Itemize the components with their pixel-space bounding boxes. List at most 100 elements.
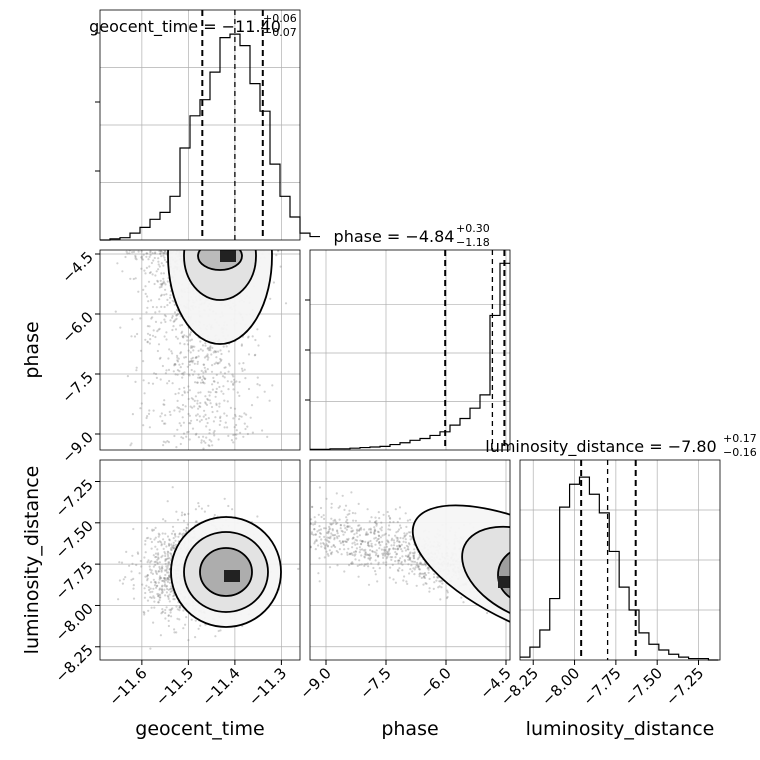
- scatter-point: [241, 369, 244, 372]
- scatter-point: [147, 258, 150, 261]
- scatter-point: [387, 548, 391, 551]
- scatter-point: [439, 580, 442, 583]
- scatter-point: [310, 532, 313, 536]
- scatter-point: [416, 561, 419, 565]
- scatter-point: [189, 405, 192, 408]
- scatter-point: [156, 548, 159, 551]
- scatter-point: [354, 550, 357, 553]
- panel-2d-phase-luminosity-distance: [307, 459, 511, 661]
- scatter-point: [404, 512, 407, 515]
- scatter-point: [157, 260, 160, 263]
- scatter-point: [182, 437, 185, 440]
- scatter-point: [128, 564, 131, 567]
- scatter-point: [158, 578, 161, 581]
- scatter-point: [397, 559, 401, 562]
- scatter-point: [345, 528, 348, 531]
- scatter-point: [232, 417, 235, 420]
- scatter-point: [397, 562, 400, 565]
- scatter-point: [346, 551, 349, 554]
- scatter-point: [169, 548, 173, 551]
- scatter-point: [169, 590, 172, 594]
- scatter-point: [213, 434, 216, 437]
- scatter-point: [157, 593, 160, 596]
- scatter-point: [173, 319, 176, 323]
- scatter-point: [245, 413, 248, 416]
- scatter-point: [231, 373, 234, 376]
- scatter-point: [166, 440, 169, 443]
- scatter-point: [317, 572, 320, 575]
- scatter-point: [312, 523, 315, 526]
- scatter-point: [400, 562, 403, 565]
- scatter-point: [375, 549, 378, 552]
- scatter-point: [197, 355, 200, 358]
- scatter-point: [154, 563, 157, 567]
- scatter-point: [179, 442, 182, 446]
- scatter-point: [375, 524, 378, 527]
- scatter-point: [168, 538, 171, 541]
- scatter-point: [135, 366, 138, 369]
- scatter-point: [311, 505, 314, 508]
- title-sub: −0.07: [263, 26, 297, 39]
- density-contours: [170, 516, 282, 628]
- scatter-point: [164, 554, 167, 558]
- scatter-point: [171, 243, 173, 245]
- scatter-point: [234, 415, 237, 418]
- scatter-point: [140, 267, 143, 270]
- scatter-point: [402, 540, 405, 543]
- scatter-point: [181, 335, 184, 338]
- scatter-point: [160, 588, 163, 591]
- scatter-point: [216, 362, 220, 365]
- scatter-point: [343, 548, 346, 551]
- scatter-point: [361, 548, 364, 551]
- scatter-point: [318, 525, 321, 528]
- scatter-point: [279, 265, 282, 268]
- scatter-point: [350, 530, 353, 533]
- scatter-point: [323, 527, 326, 530]
- scatter-point: [163, 578, 166, 581]
- scatter-point: [344, 504, 348, 507]
- scatter-point: [403, 532, 406, 535]
- scatter-point: [158, 265, 161, 268]
- scatter-point: [154, 560, 157, 563]
- scatter-point: [416, 564, 419, 567]
- scatter-point: [412, 560, 415, 563]
- scatter-point: [140, 256, 143, 259]
- scatter-point: [141, 255, 144, 258]
- scatter-point: [408, 543, 411, 546]
- scatter-point: [385, 561, 388, 564]
- scatter-point: [196, 413, 199, 416]
- x-tick-label: −11.4: [198, 664, 243, 709]
- scatter-point: [139, 349, 143, 352]
- scatter-point: [380, 529, 383, 532]
- scatter-point: [160, 250, 163, 253]
- scatter-point: [197, 502, 200, 505]
- scatter-point: [173, 533, 176, 536]
- scatter-point: [183, 390, 186, 393]
- scatter-point: [204, 342, 207, 345]
- scatter-point: [235, 429, 238, 432]
- scatter-point: [357, 524, 360, 527]
- scatter-point: [233, 378, 236, 381]
- scatter-point: [176, 373, 179, 376]
- scatter-point: [373, 537, 376, 540]
- scatter-point: [219, 371, 222, 374]
- scatter-point: [211, 410, 214, 414]
- scatter-point: [392, 578, 395, 581]
- scatter-point: [381, 554, 385, 557]
- panel-hist-phase: [309, 249, 511, 451]
- scatter-point: [178, 606, 181, 609]
- scatter-point: [189, 351, 192, 354]
- scatter-point: [307, 527, 309, 529]
- scatter-point: [350, 527, 353, 530]
- scatter-point: [173, 631, 176, 634]
- scatter-point: [398, 540, 401, 543]
- scatter-point: [170, 532, 174, 535]
- scatter-point: [368, 554, 371, 557]
- scatter-point: [404, 541, 407, 544]
- scatter-point: [196, 381, 199, 384]
- scatter-point: [419, 561, 422, 564]
- scatter-point: [157, 540, 160, 544]
- scatter-point: [411, 570, 414, 573]
- scatter-point: [140, 250, 143, 253]
- scatter-point: [245, 245, 247, 247]
